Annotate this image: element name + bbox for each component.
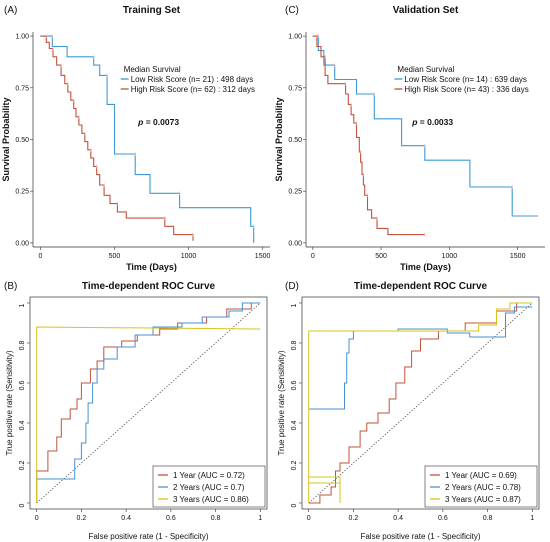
x-tick-label: 0.2 bbox=[77, 515, 87, 522]
x-tick-label: 0 bbox=[307, 515, 311, 522]
legend-entry-1: 1 Year (AUC = 0.72) bbox=[173, 471, 245, 480]
chart-title: Time-dependent ROC Curve bbox=[354, 281, 488, 292]
x-axis-title: False positive rate (1 - Specificity) bbox=[88, 532, 208, 541]
series-line-2 bbox=[308, 306, 533, 410]
y-tick-label: 0.4 bbox=[291, 421, 298, 431]
y-tick-label: 0.00 bbox=[288, 240, 302, 247]
series-line-2 bbox=[36, 302, 261, 480]
legend-entry-1: Low Risk Score (n= 21) : 498 days bbox=[131, 75, 254, 84]
series-line-2 bbox=[312, 35, 425, 236]
y-tick-label: 0.50 bbox=[15, 137, 29, 144]
y-tick-label: 0.25 bbox=[288, 189, 302, 196]
p-value-annotation: p = 0.0073 bbox=[137, 117, 179, 127]
legend-entry-3: 3 Years (AUC = 0.86) bbox=[173, 495, 249, 504]
y-tick-label: 0.75 bbox=[288, 85, 302, 92]
p-value-label: p bbox=[411, 117, 417, 127]
panel-letter: (A) bbox=[4, 5, 17, 16]
series-line-1 bbox=[36, 302, 261, 503]
y-tick-label: 0.8 bbox=[291, 341, 298, 351]
x-tick-label: 0 bbox=[38, 253, 42, 260]
legend-entry-3: 3 Years (AUC = 0.87) bbox=[445, 495, 521, 504]
x-tick-label: 1 bbox=[258, 515, 262, 522]
reference-diagonal bbox=[308, 302, 533, 504]
x-tick-label: 1000 bbox=[442, 253, 458, 260]
y-tick-label: 0.50 bbox=[288, 137, 302, 144]
chart-title: Validation Set bbox=[393, 5, 459, 16]
x-tick-label: 0.8 bbox=[483, 515, 493, 522]
y-tick-label: 0.6 bbox=[291, 381, 298, 391]
y-tick-label: 0.4 bbox=[19, 421, 26, 431]
x-tick-label: 1 bbox=[530, 515, 534, 522]
y-axis-title: True positive rate (Sensitivity) bbox=[5, 350, 14, 455]
legend-entry-2: 2 Years (AUC = 0.78) bbox=[445, 483, 521, 492]
y-tick-label: 0.6 bbox=[19, 381, 26, 391]
x-tick-label: 1500 bbox=[255, 253, 271, 260]
series-line-1 bbox=[308, 302, 533, 504]
chart-panel-b: (B) Time-dependent ROC Curve 0 0.2 0.4 0.6 0.8… bbox=[4, 281, 268, 541]
y-tick-label: 0.75 bbox=[15, 85, 29, 92]
p-value-annotation: p = 0.0033 bbox=[411, 117, 453, 127]
chart-panel-d: (D) Time-dependent ROC Curve 0 0.2 0.4 0.6 0.8… bbox=[277, 281, 540, 541]
x-tick-label: 0.4 bbox=[121, 515, 131, 522]
y-tick-label: 0.25 bbox=[15, 189, 29, 196]
legend-title: Median Survival bbox=[397, 65, 454, 74]
y-axis-title: Survival Probability bbox=[274, 97, 284, 181]
y-tick-label: 1.00 bbox=[288, 34, 302, 41]
legend-title: Median Survival bbox=[124, 65, 181, 74]
reference-diagonal bbox=[36, 302, 261, 504]
p-value-number: = 0.0033 bbox=[417, 117, 453, 127]
y-tick-label: 0 bbox=[291, 503, 298, 507]
chart-panel-a: (A) Training Set 0 500 1000 1500 0.00 0.25 0.50 0… bbox=[1, 5, 270, 272]
plot-frame bbox=[29, 296, 268, 510]
x-tick-label: 500 bbox=[375, 253, 387, 260]
y-tick-label: 0.8 bbox=[19, 341, 26, 351]
chart-panel-c: (C) Validation Set 0 500 1000 1500 0.00 0.25 0.5… bbox=[274, 5, 545, 272]
panel-letter: (B) bbox=[4, 281, 17, 292]
x-tick-label: 500 bbox=[109, 253, 121, 260]
y-tick-label: 0 bbox=[19, 503, 26, 507]
y-tick-label: 1.00 bbox=[15, 34, 29, 41]
x-axis-title: False positive rate (1 - Specificity) bbox=[360, 532, 480, 541]
legend-entry-2: High Risk Score (n= 62) : 312 days bbox=[131, 85, 255, 94]
plot-frame bbox=[301, 296, 540, 510]
p-value-number: = 0.0073 bbox=[143, 117, 179, 127]
legend-entry-1: Low Risk Score (n= 14) : 639 days bbox=[404, 75, 527, 84]
x-tick-label: 1000 bbox=[181, 253, 197, 260]
x-tick-label: 0.2 bbox=[349, 515, 359, 522]
series-line-1 bbox=[312, 35, 539, 217]
y-tick-label: 1 bbox=[291, 303, 298, 307]
x-tick-label: 0.4 bbox=[393, 515, 403, 522]
legend-entry-2: 2 Years (AUC = 0.7) bbox=[173, 483, 245, 492]
chart-title: Time-dependent ROC Curve bbox=[82, 281, 216, 292]
legend-box bbox=[424, 465, 538, 508]
x-tick-label: 0 bbox=[35, 515, 39, 522]
x-tick-label: 0.6 bbox=[438, 515, 448, 522]
legend-entry-2: High Risk Score (n= 43) : 336 days bbox=[404, 85, 528, 94]
x-tick-label: 1500 bbox=[510, 253, 526, 260]
y-axis-title: Survival Probability bbox=[1, 97, 11, 181]
series-line-3 bbox=[36, 326, 261, 503]
chart-title: Training Set bbox=[123, 5, 181, 16]
y-tick-label: 0.2 bbox=[19, 461, 26, 471]
y-tick-label: 0.00 bbox=[15, 240, 29, 247]
x-axis-title: Time (Days) bbox=[400, 262, 451, 272]
y-tick-label: 0.2 bbox=[291, 461, 298, 471]
panel-letter: (D) bbox=[285, 281, 299, 292]
legend-entry-1: 1 Year (AUC = 0.69) bbox=[445, 471, 517, 480]
x-tick-label: 0 bbox=[311, 253, 315, 260]
series-line-1 bbox=[40, 35, 255, 243]
series-line-3 bbox=[308, 302, 533, 503]
x-tick-label: 0.6 bbox=[166, 515, 176, 522]
panel-letter: (C) bbox=[285, 5, 299, 16]
y-axis-title: True positive rate (Sensitivity) bbox=[277, 350, 286, 455]
p-value-label: p bbox=[137, 117, 143, 127]
x-tick-label: 0.8 bbox=[211, 515, 221, 522]
legend-box bbox=[152, 465, 266, 508]
x-axis-title: Time (Days) bbox=[126, 262, 177, 272]
y-tick-label: 1 bbox=[19, 303, 26, 307]
